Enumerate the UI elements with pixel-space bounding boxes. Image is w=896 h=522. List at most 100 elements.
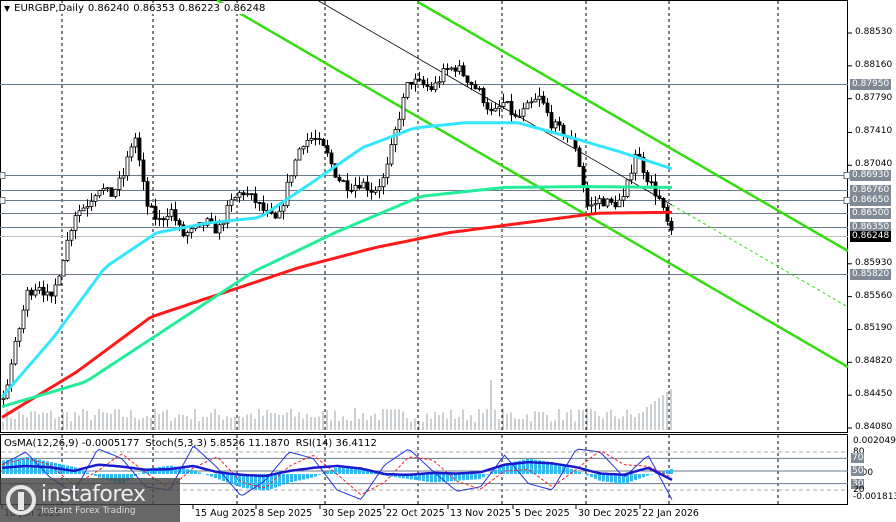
osma-histogram-bar <box>626 474 629 483</box>
osma-histogram-bar <box>290 474 293 483</box>
candle-body <box>529 101 534 104</box>
osma-histogram-bar <box>262 474 265 491</box>
candle-body <box>553 121 558 129</box>
price-tick-label: 0.87040 <box>855 159 893 170</box>
osma-histogram-bar <box>234 474 237 486</box>
high-price: 0.86353 <box>133 3 175 14</box>
candle-body <box>449 67 454 70</box>
candle-body <box>457 65 462 72</box>
osma-histogram-bar <box>506 463 509 474</box>
candle-body <box>141 159 146 182</box>
date-label: 15 Aug 2025 <box>195 508 256 519</box>
candle-body <box>649 181 654 184</box>
price-tick-label: 0.88530 <box>855 27 893 37</box>
date-label: 22 Jan 2026 <box>642 508 699 519</box>
level-price-label: 0.86930 <box>850 170 892 181</box>
osma-histogram-bar <box>286 474 289 484</box>
osma-histogram-bar <box>662 471 665 474</box>
candle-body <box>281 205 286 212</box>
candle-body <box>89 200 94 207</box>
candle-body <box>181 224 186 237</box>
candle-body <box>129 146 134 158</box>
osma-histogram-bar <box>226 474 229 483</box>
candle-body <box>41 286 46 296</box>
osma-histogram-bar <box>414 474 417 481</box>
candle-body <box>161 218 166 221</box>
candle-body <box>37 286 42 291</box>
osma-histogram-bar <box>510 462 513 474</box>
osma-histogram-bar <box>138 473 141 474</box>
osma-histogram-bar <box>630 474 633 482</box>
candle-body <box>221 222 226 226</box>
candle-body <box>557 121 562 126</box>
osma-histogram-bar <box>342 467 345 474</box>
level-handle-icon <box>0 197 6 204</box>
osma-histogram-bar <box>198 472 201 474</box>
candle-body <box>453 67 458 72</box>
osma-histogram-bar <box>298 474 301 481</box>
candle-body <box>249 193 254 196</box>
candle-body <box>653 181 658 197</box>
candle-body <box>465 75 470 83</box>
candle-body <box>153 206 158 220</box>
osma-histogram-bar <box>370 471 373 474</box>
rsi-value: RSI(14) 36.4112 <box>295 438 377 449</box>
osma-histogram-bar <box>326 471 329 474</box>
candle-body <box>109 187 114 197</box>
osma-histogram-bar <box>398 474 401 478</box>
candle-body <box>361 181 366 189</box>
candle-body <box>105 187 110 190</box>
osma-histogram-bar <box>402 474 405 479</box>
candle-body <box>349 190 354 192</box>
candle-body <box>21 309 26 330</box>
candle-body <box>293 159 298 177</box>
channel-line-upper <box>417 0 849 253</box>
candle-body <box>669 220 674 231</box>
candle-body <box>229 199 234 206</box>
osma-histogram-bar <box>650 474 653 475</box>
trend-line <box>316 0 673 206</box>
chart-header: ▼ EURGBP,Daily 0.86240 0.86353 0.86223 0… <box>4 3 268 14</box>
osma-histogram-bar <box>102 474 105 479</box>
price-tick-label: 0.87790 <box>855 92 893 103</box>
candle-body <box>413 78 418 85</box>
candle-body <box>189 228 194 233</box>
price-tick-label: 0.87410 <box>855 126 893 137</box>
candle-body <box>501 102 506 107</box>
watermark-tagline: Instant Forex Trading <box>41 506 136 516</box>
osma-histogram-bar <box>146 468 149 474</box>
candle-body <box>145 181 150 207</box>
candle-body <box>25 289 30 311</box>
osma-histogram-bar <box>638 474 641 479</box>
candle-body <box>345 180 350 191</box>
dropdown-triangle-icon[interactable]: ▼ <box>4 4 11 13</box>
osma-histogram-bar <box>526 458 529 474</box>
indicator-level-label: 50 <box>851 466 865 476</box>
osma-histogram-bar <box>502 464 505 474</box>
osma-histogram-bar <box>310 474 313 478</box>
candle-body <box>385 163 390 179</box>
candle-body <box>665 207 670 222</box>
candle-body <box>233 196 238 201</box>
candle-body <box>429 86 434 91</box>
candle-body <box>121 175 126 179</box>
osma-histogram-bar <box>206 474 209 476</box>
osma-histogram-bar <box>518 460 521 474</box>
osma-histogram-bar <box>478 474 481 480</box>
osma-histogram-bar <box>210 474 213 477</box>
osma-histogram-bar <box>258 474 261 491</box>
candle-body <box>617 199 622 208</box>
ma-mid-line <box>1 185 672 409</box>
low-price: 0.86223 <box>178 3 220 14</box>
candle-body <box>289 175 294 183</box>
osma-histogram-bar <box>150 468 153 474</box>
date-label: 5 Dec 2025 <box>515 508 570 519</box>
candle-body <box>17 328 22 342</box>
candle-body <box>185 232 190 237</box>
osma-histogram-bar <box>498 467 501 474</box>
osma-histogram-bar <box>222 474 225 481</box>
date-label: 30 Sep 2025 <box>322 508 383 519</box>
osma-histogram-bar <box>622 474 625 485</box>
osma-histogram-bar <box>374 472 377 474</box>
